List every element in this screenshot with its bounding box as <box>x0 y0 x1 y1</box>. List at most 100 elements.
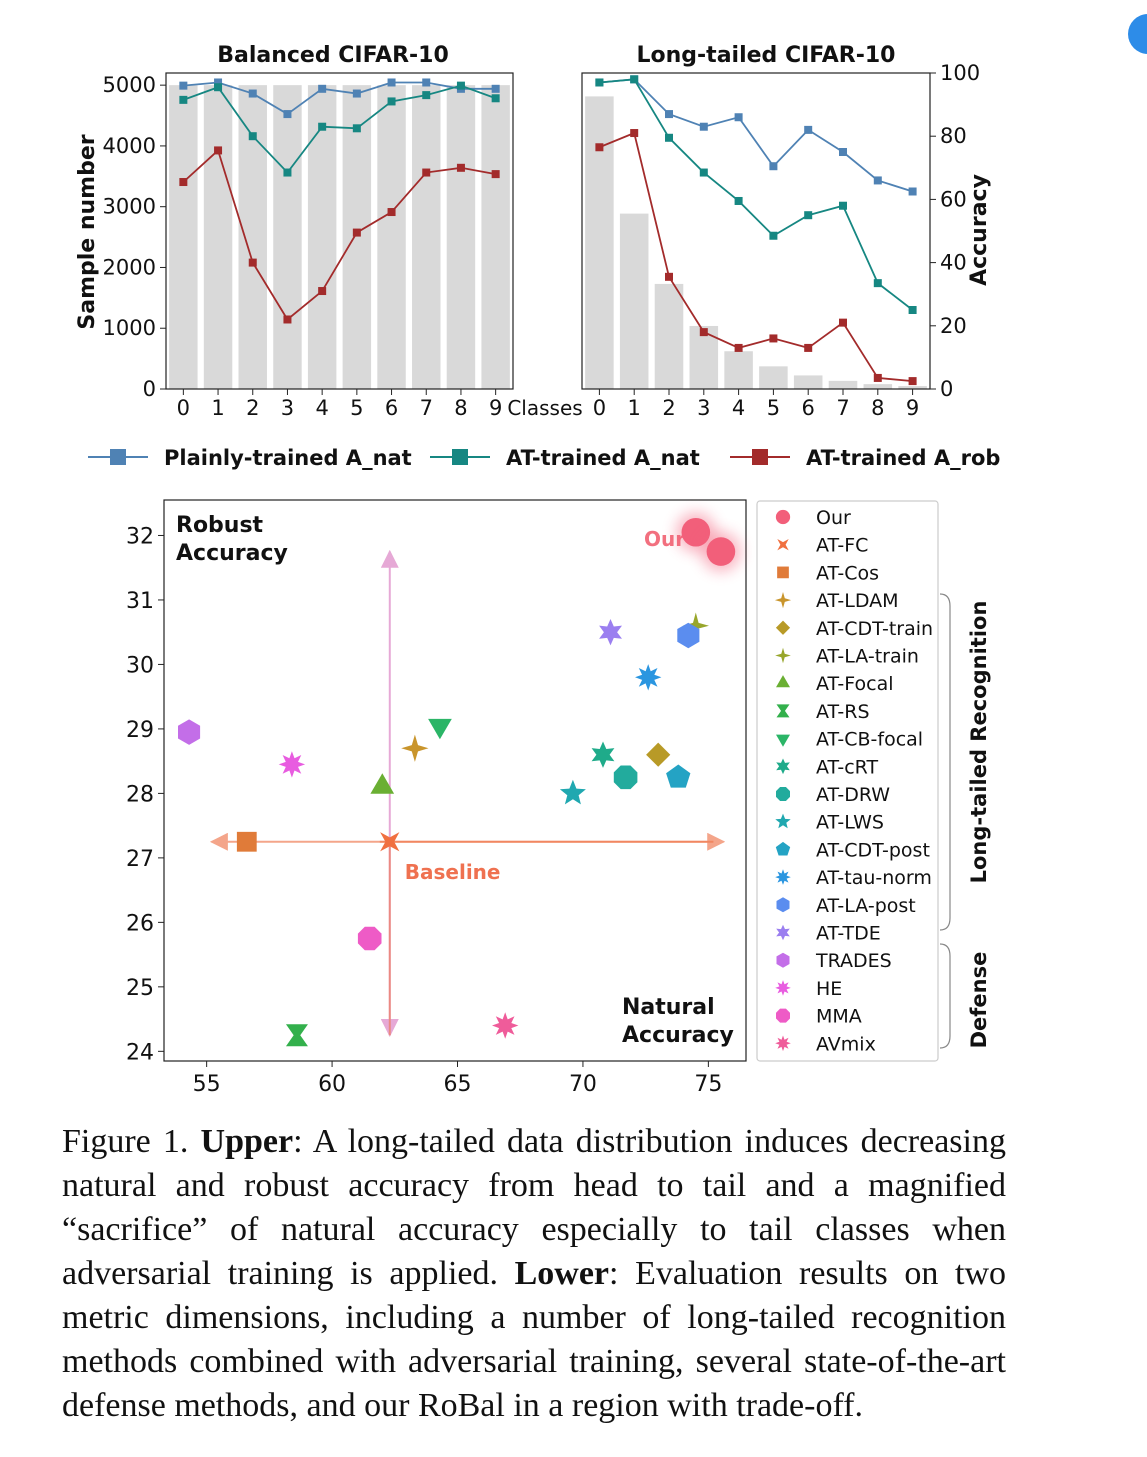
caption-lower-label: Lower <box>514 1255 610 1292</box>
y-tick-label: 5000 <box>103 73 156 97</box>
series-point <box>248 258 257 267</box>
series-point <box>734 343 743 352</box>
scatter-point <box>428 718 452 740</box>
bar <box>342 85 372 390</box>
y-tick-label: 32 <box>126 524 154 549</box>
scatter-point <box>706 537 736 566</box>
series-point <box>352 228 361 237</box>
legend-marker <box>776 787 790 801</box>
x-tick-label: 4 <box>732 396 745 420</box>
legend-marker <box>777 539 789 551</box>
series-line <box>599 78 913 193</box>
series-point <box>352 89 361 98</box>
x-tick-label: 7 <box>420 396 433 420</box>
legend-label: Our <box>816 507 851 529</box>
bar <box>863 384 893 389</box>
series-point <box>283 315 292 324</box>
series-point <box>734 113 743 122</box>
x-tick-label: 75 <box>694 1072 722 1097</box>
series-point <box>352 124 361 133</box>
series-point <box>387 78 396 87</box>
robust-accuracy-label: Robust <box>176 513 264 538</box>
legend-label: AT-LDAM <box>816 590 899 612</box>
y-tick-label: 28 <box>126 782 154 807</box>
series-point <box>699 168 708 177</box>
legend-label: AT-CB-focal <box>816 729 923 751</box>
avatar-badge-icon <box>1128 14 1147 54</box>
bar <box>793 375 823 389</box>
series-point <box>318 287 327 296</box>
legend-marker <box>775 509 791 525</box>
scatter-chart: 55 60 65 70 75 24 25 26 27 28 29 30 31 32 Robust Accura… <box>126 499 747 1097</box>
series-point <box>283 168 292 177</box>
series-point <box>456 163 465 172</box>
legend-label: AT-TDE <box>816 923 881 945</box>
series-point <box>491 94 500 103</box>
legend-marker <box>110 449 126 465</box>
scatter-point <box>635 664 662 691</box>
series-point <box>318 84 327 93</box>
series-point <box>769 231 778 240</box>
series-point <box>839 148 847 156</box>
scatter-point <box>599 619 622 646</box>
series-point <box>491 84 500 93</box>
series-point <box>734 196 743 205</box>
y-tick-label: 31 <box>126 589 154 614</box>
x-tick-label: 65 <box>444 1072 472 1097</box>
series-point <box>630 75 639 84</box>
legend-marker <box>775 813 791 829</box>
series-point <box>214 146 223 155</box>
series-point <box>665 272 673 281</box>
caption-upper-text: : A long-tailed data distribution induce… <box>62 1123 1006 1292</box>
y-tick-label: 29 <box>126 718 154 743</box>
x-tick-label: 60 <box>318 1072 346 1097</box>
y-tick-label: 40 <box>940 251 967 275</box>
plot-frame <box>165 72 514 390</box>
legend-label: AVmix <box>816 1033 876 1055</box>
series-point <box>908 306 917 314</box>
bar <box>307 85 337 390</box>
scatter-point <box>401 734 429 762</box>
x-tick-label: 5 <box>767 396 780 420</box>
series-line <box>599 131 913 382</box>
bar <box>654 283 684 389</box>
balanced-chart-title: Balanced CIFAR-10 <box>217 43 449 68</box>
natural-accuracy-label: Accuracy <box>622 1023 734 1048</box>
scatter-point <box>559 779 586 805</box>
legend-marker <box>776 897 790 913</box>
x-tick-label: 9 <box>489 396 502 420</box>
defense-group-label: Defense <box>967 952 991 1049</box>
legend-label: AT-FC <box>816 535 868 557</box>
x-tick-label: 0 <box>593 396 606 420</box>
legend-marker <box>775 1035 791 1052</box>
bar <box>759 366 788 389</box>
legend-marker <box>775 620 791 635</box>
defense-brace <box>939 943 951 1049</box>
scatter-point <box>591 741 615 768</box>
x-tick-label: 8 <box>871 396 884 420</box>
legend-marker <box>775 869 791 885</box>
y-tick-label: 2000 <box>103 255 156 279</box>
scatter-point <box>666 764 691 788</box>
robust-accuracy-label: Accuracy <box>176 541 288 566</box>
x-tick-label: 55 <box>193 1072 221 1097</box>
x-tick-label: 9 <box>906 396 919 420</box>
series-point <box>422 91 431 100</box>
bar <box>273 85 302 390</box>
long-tailed-brace <box>939 593 951 931</box>
y-tick-label: 0 <box>940 377 953 401</box>
series-point <box>318 122 327 131</box>
legend-marker <box>775 647 791 664</box>
legend-label: AT-CDT-post <box>816 839 930 861</box>
scatter-point <box>646 742 671 767</box>
x-tick-label: 70 <box>569 1072 597 1097</box>
legend-marker <box>776 952 790 968</box>
figure-caption: Figure 1. Upper: A long-tailed data dist… <box>62 1120 1006 1428</box>
series-point <box>769 162 778 171</box>
legend-label: AT-trained A_rob <box>806 446 1000 470</box>
y-tick-label: 30 <box>126 653 154 678</box>
baseline-annotation: Baseline <box>405 860 501 884</box>
legend-marker <box>775 980 791 996</box>
legend-marker <box>776 704 790 718</box>
